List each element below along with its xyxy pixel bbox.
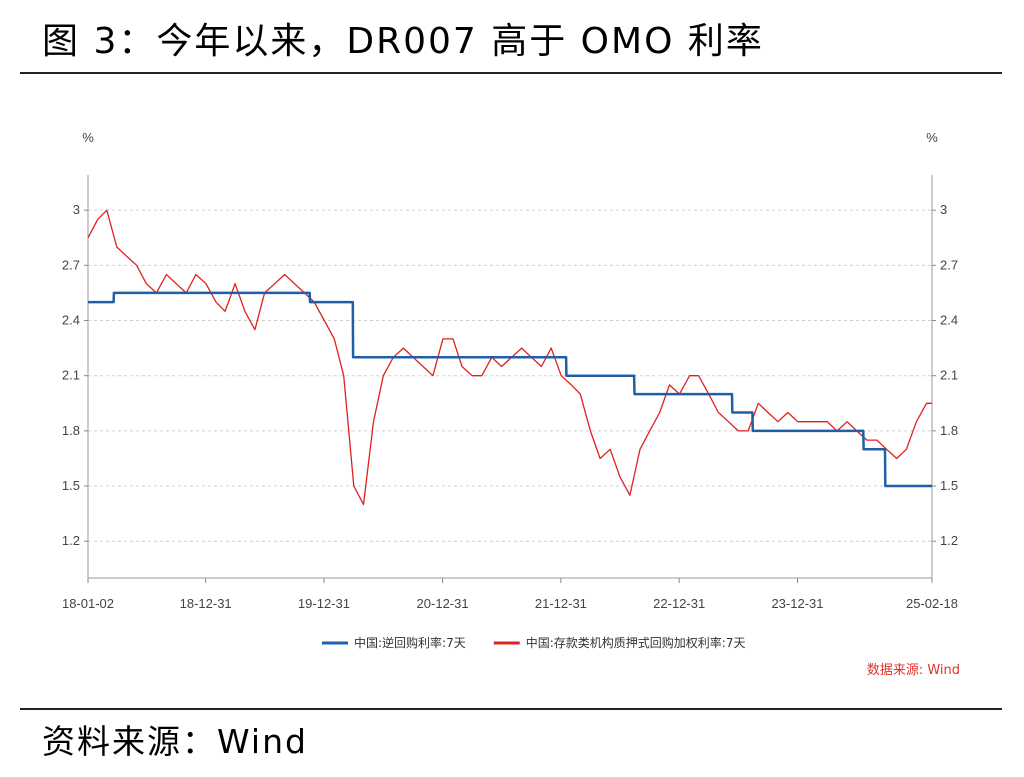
y-tick-label-right: 2.1 [940, 368, 958, 383]
x-tick-label: 25-02-18 [906, 596, 958, 611]
y-tick-label-left: 1.2 [62, 533, 80, 548]
x-tick-label: 22-12-31 [653, 596, 705, 611]
x-tick-label: 19-12-31 [298, 596, 350, 611]
y-tick-label-left: 1.8 [62, 423, 80, 438]
y-tick-label-left: 2.4 [62, 313, 80, 328]
y-unit-right: % [926, 130, 938, 145]
bottom-rule [20, 708, 1002, 710]
x-tick-label: 18-12-31 [180, 596, 232, 611]
grid-lines [88, 209, 932, 542]
chart-source-note: 数据来源: Wind [867, 663, 960, 678]
series-lines [87, 209, 932, 506]
x-tick-label: 18-01-02 [62, 596, 114, 611]
figure-title: 图 3：今年以来，DR007 高于 OMO 利率 [42, 21, 764, 62]
y-tick-label-right: 3 [940, 202, 947, 217]
y-tick-label-right: 1.8 [940, 423, 958, 438]
x-tick-label: 20-12-31 [417, 596, 469, 611]
top-rule [20, 72, 1002, 74]
series-line-0 [88, 291, 932, 488]
y-tick-label-right: 1.2 [940, 533, 958, 548]
y-tick-label-left: 2.7 [62, 257, 80, 272]
line-chart: % % 1.2 1.2 1.5 1.5 1.8 1.8 2.1 2.1 2.4 2.4 2.7 2.7… [62, 130, 960, 678]
legend: 中国:逆回购利率:7天 中国:存款类机构质押式回购加权利率:7天 [322, 635, 745, 650]
legend-label-1: 中国:存款类机构质押式回购加权利率:7天 [526, 635, 746, 650]
y-tick-labels: 1.2 1.2 1.5 1.5 1.8 1.8 2.1 2.1 2.4 2.4 2.7 2.7 3 3 [62, 202, 958, 548]
x-tick-labels: 18-01-02 18-12-31 19-12-31 20-12-31 21-12-31… [62, 578, 958, 611]
legend-label-0: 中国:逆回购利率:7天 [354, 635, 466, 650]
x-tick-label: 23-12-31 [771, 596, 823, 611]
y-tick-label-left: 2.1 [62, 368, 80, 383]
x-tick-label: 21-12-31 [535, 596, 587, 611]
y-unit-left: % [82, 130, 94, 145]
y-tick-label-right: 2.4 [940, 313, 958, 328]
y-tick-label-right: 1.5 [940, 478, 958, 493]
y-tick-label-left: 3 [73, 202, 80, 217]
axes [87, 175, 933, 579]
y-tick-label-left: 1.5 [62, 478, 80, 493]
source-note: 资料来源：Wind [42, 722, 308, 761]
y-tick-label-right: 2.7 [940, 257, 958, 272]
